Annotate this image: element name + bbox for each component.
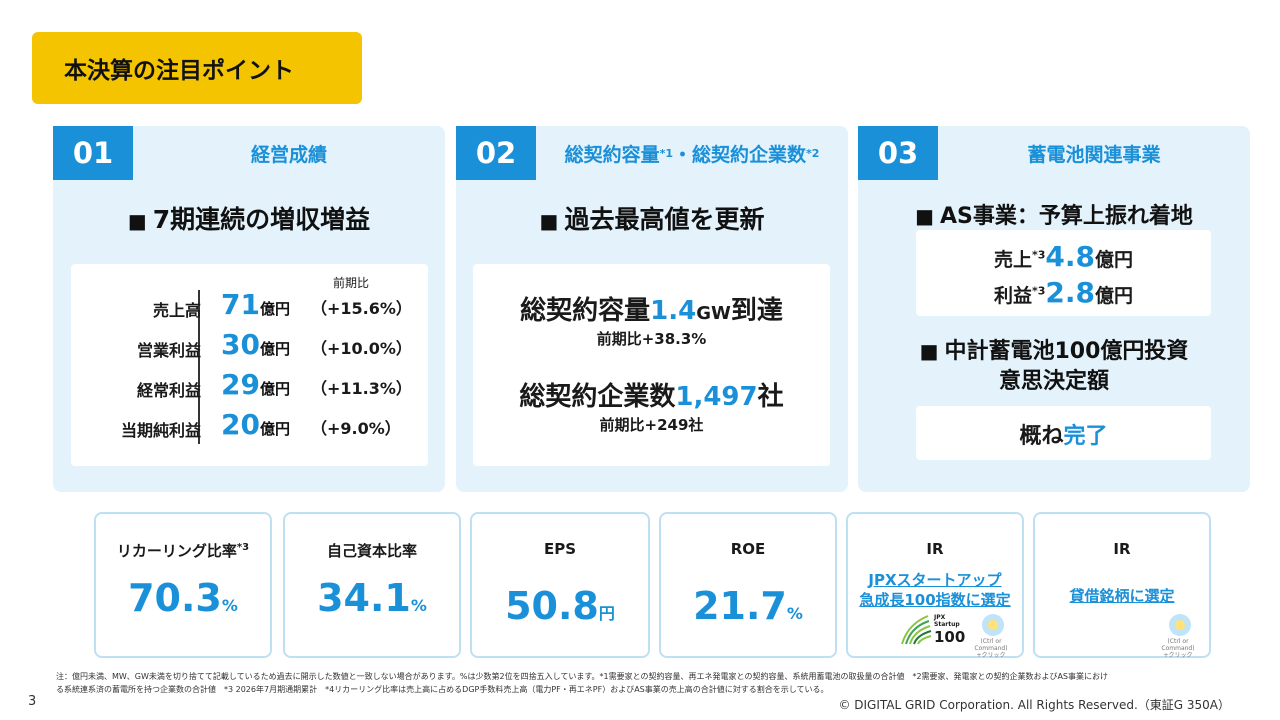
capacity-sub: 前期比+38.3% xyxy=(596,330,707,348)
row-label-sales: 売上高 xyxy=(152,301,201,320)
row-pct-ordinary-profit: （+11.3%） xyxy=(311,379,412,398)
panel-heading-investment: ■ 中計蓄電池100億円投資 意思決定額 xyxy=(919,339,1189,394)
row-value-operating-profit: 30億円 xyxy=(221,328,290,361)
kpi-eps: EPS 50.8円 xyxy=(470,512,650,658)
row-label-operating-profit: 営業利益 xyxy=(136,341,201,360)
ir-margin-card: IR 貸借銘柄に選定 (Ctrl or Command) +クリック xyxy=(1033,512,1211,659)
capacity-line: 総契約容量1.4GW到達 xyxy=(520,296,783,326)
results-table: 前期比 売上高 71億円 （+15.6%） 営業利益 30億円 （+10.0%）… xyxy=(71,264,428,466)
contracts-box: 総契約容量1.4GW到達 前期比+38.3% 総契約企業数1,497社 前期比+… xyxy=(473,264,830,466)
panel-number: 03 xyxy=(858,126,938,180)
jpx-index-link[interactable]: JPXスタートアップ 急成長100指数に選定 xyxy=(859,571,1011,609)
square-bullet-icon: ■ xyxy=(127,209,147,233)
panel-number: 01 xyxy=(53,126,133,180)
row-pct-operating-profit: （+10.0%） xyxy=(311,339,412,358)
heading-text: 7期連続の増収増益 xyxy=(152,205,371,234)
panel-title: 蓄電池関連事業 xyxy=(1027,143,1161,166)
as-sales: 売上*34.8億円 xyxy=(993,240,1134,273)
companies-sub: 前期比+249社 xyxy=(599,416,704,434)
row-pct-sales: （+15.6%） xyxy=(311,299,412,318)
click-hint-text: (Ctrl or Command) +クリック xyxy=(1161,638,1195,659)
heading-text: 過去最高値を更新 xyxy=(564,205,765,234)
jpx-startup-logo: JPX Startup 100 xyxy=(898,612,965,648)
click-hint-icon xyxy=(1169,614,1191,636)
row-label-ordinary-profit: 経常利益 xyxy=(136,381,201,400)
click-hint-icon xyxy=(982,614,1004,636)
margin-stock-link[interactable]: 貸借銘柄に選定 xyxy=(1069,587,1175,605)
copyright: © DIGITAL GRID Corporation. All Rights R… xyxy=(838,698,1230,712)
panel-title: 総契約容量 *1 ・総契約企業数 *2 xyxy=(564,143,820,166)
kpi-equity-ratio: 自己資本比率 34.1% xyxy=(283,512,461,658)
footnote: 注：億円未満、MW、GW未満を切り捨てて記載しているため過去に開示した数値と一致… xyxy=(56,672,1109,694)
square-bullet-icon: ■ xyxy=(919,339,939,363)
divider xyxy=(198,290,200,444)
kpi-recurring-ratio: リカーリング比率*3 70.3% xyxy=(94,512,272,658)
panel-heading-as: ■ AS事業：予算上振れ着地 xyxy=(915,204,1193,229)
panel-business-results: 01 経営成績 ■ 7期連続の増収増益 前期比 売上高 71億円 （+15.6%）… xyxy=(53,126,445,492)
square-bullet-icon: ■ xyxy=(539,209,559,233)
panel-battery: 03 蓄電池関連事業 ■ AS事業：予算上振れ着地 売上*34.8億円 利益*32… xyxy=(858,126,1250,492)
ir-jpx-card: IR JPXスタートアップ 急成長100指数に選定 JPX Startup 100 … xyxy=(846,512,1024,659)
row-pct-net-profit: （+9.0%） xyxy=(311,419,401,438)
row-value-ordinary-profit: 29億円 xyxy=(221,368,290,401)
page-title: 本決算の注目ポイント xyxy=(32,32,362,104)
as-results-box: 売上*34.8億円 利益*32.8億円 xyxy=(916,230,1211,316)
companies-line: 総契約企業数1,497社 xyxy=(519,382,784,412)
page-number: 3 xyxy=(28,694,37,709)
panel-number: 02 xyxy=(456,126,536,180)
investment-status-box: 概ね完了 xyxy=(916,406,1211,460)
as-profit: 利益*32.8億円 xyxy=(993,276,1134,309)
investment-status: 概ね完了 xyxy=(1019,424,1108,449)
panel-heading: ■ 過去最高値を更新 xyxy=(456,200,848,236)
click-hint-text: (Ctrl or Command) +クリック xyxy=(974,638,1008,659)
kpi-roe: ROE 21.7% xyxy=(659,512,837,658)
panel-title: 経営成績 xyxy=(250,143,327,166)
panel-contracts: 02 総契約容量 *1 ・総契約企業数 *2 ■ 過去最高値を更新 総契約容量1.4GW… xyxy=(456,126,848,492)
panel-heading: ■ 7期連続の増収増益 xyxy=(53,200,445,236)
square-bullet-icon: ■ xyxy=(915,204,935,228)
row-value-net-profit: 20億円 xyxy=(221,408,290,441)
compare-header: 前期比 xyxy=(333,276,370,290)
row-value-sales: 71億円 xyxy=(221,288,290,321)
row-label-net-profit: 当期純利益 xyxy=(120,421,201,440)
